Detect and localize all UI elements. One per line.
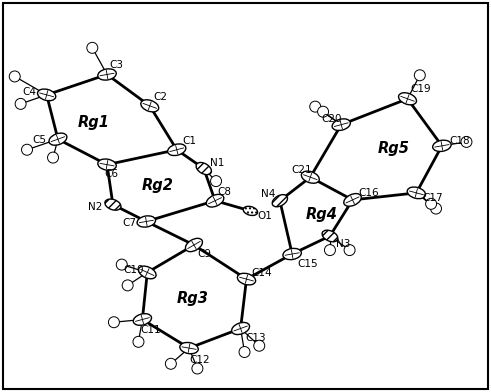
- Ellipse shape: [37, 89, 56, 101]
- Circle shape: [211, 176, 221, 187]
- Circle shape: [426, 198, 436, 209]
- Circle shape: [310, 101, 321, 112]
- Ellipse shape: [98, 159, 116, 170]
- Text: C11: C11: [140, 325, 161, 336]
- Text: C18: C18: [449, 136, 470, 146]
- Ellipse shape: [301, 171, 319, 183]
- Text: C15: C15: [297, 259, 318, 269]
- Ellipse shape: [407, 187, 426, 199]
- Circle shape: [22, 144, 32, 155]
- Circle shape: [122, 280, 133, 291]
- Text: C19: C19: [410, 84, 431, 94]
- Circle shape: [116, 259, 127, 270]
- Circle shape: [254, 340, 265, 351]
- Text: C6: C6: [105, 169, 119, 180]
- Ellipse shape: [237, 273, 256, 285]
- Ellipse shape: [98, 69, 116, 80]
- Ellipse shape: [167, 144, 186, 156]
- Text: C12: C12: [189, 355, 210, 365]
- Circle shape: [9, 71, 20, 82]
- Circle shape: [165, 358, 176, 369]
- Text: C1: C1: [183, 136, 197, 146]
- Circle shape: [133, 336, 144, 347]
- Text: Rg3: Rg3: [177, 291, 208, 306]
- Text: C10: C10: [124, 265, 144, 276]
- Circle shape: [192, 363, 203, 374]
- Text: C8: C8: [218, 187, 232, 197]
- Ellipse shape: [137, 216, 156, 227]
- Text: C3: C3: [109, 60, 124, 70]
- Text: O1: O1: [258, 211, 273, 221]
- Ellipse shape: [332, 119, 351, 131]
- Ellipse shape: [433, 140, 451, 151]
- Circle shape: [87, 42, 98, 53]
- Text: C13: C13: [246, 333, 266, 343]
- Ellipse shape: [344, 194, 361, 206]
- Text: N3: N3: [336, 239, 350, 249]
- Ellipse shape: [196, 163, 212, 174]
- Ellipse shape: [133, 314, 152, 325]
- Circle shape: [239, 347, 250, 358]
- Circle shape: [48, 152, 58, 163]
- Ellipse shape: [322, 230, 338, 242]
- Circle shape: [318, 106, 328, 117]
- Ellipse shape: [283, 249, 301, 260]
- Text: C7: C7: [123, 218, 137, 229]
- Text: C20: C20: [322, 114, 342, 124]
- Text: Rg4: Rg4: [306, 207, 337, 222]
- Text: C21: C21: [292, 165, 312, 175]
- Text: C14: C14: [251, 268, 272, 278]
- Text: Rg5: Rg5: [378, 141, 409, 156]
- Text: N2: N2: [88, 201, 103, 212]
- Ellipse shape: [243, 206, 258, 216]
- Ellipse shape: [141, 100, 159, 112]
- Ellipse shape: [232, 323, 249, 334]
- Circle shape: [15, 98, 26, 109]
- Ellipse shape: [138, 266, 156, 279]
- Circle shape: [109, 317, 119, 328]
- Text: C17: C17: [422, 192, 443, 203]
- Text: Rg2: Rg2: [142, 178, 174, 192]
- Ellipse shape: [272, 195, 288, 207]
- Text: C9: C9: [198, 249, 212, 259]
- Circle shape: [431, 203, 441, 214]
- Circle shape: [461, 136, 472, 147]
- Ellipse shape: [186, 238, 202, 252]
- Text: Rg1: Rg1: [78, 115, 109, 130]
- Ellipse shape: [399, 93, 416, 105]
- Text: C2: C2: [154, 92, 168, 102]
- Text: N4: N4: [261, 189, 275, 199]
- Circle shape: [344, 245, 355, 256]
- Text: C16: C16: [358, 188, 379, 198]
- Text: C5: C5: [32, 135, 47, 145]
- Text: C4: C4: [22, 87, 36, 97]
- Ellipse shape: [206, 194, 224, 207]
- Ellipse shape: [105, 199, 121, 210]
- Circle shape: [325, 245, 335, 256]
- Text: N1: N1: [210, 158, 224, 168]
- Ellipse shape: [49, 133, 67, 145]
- Circle shape: [414, 70, 425, 81]
- Ellipse shape: [180, 343, 198, 354]
